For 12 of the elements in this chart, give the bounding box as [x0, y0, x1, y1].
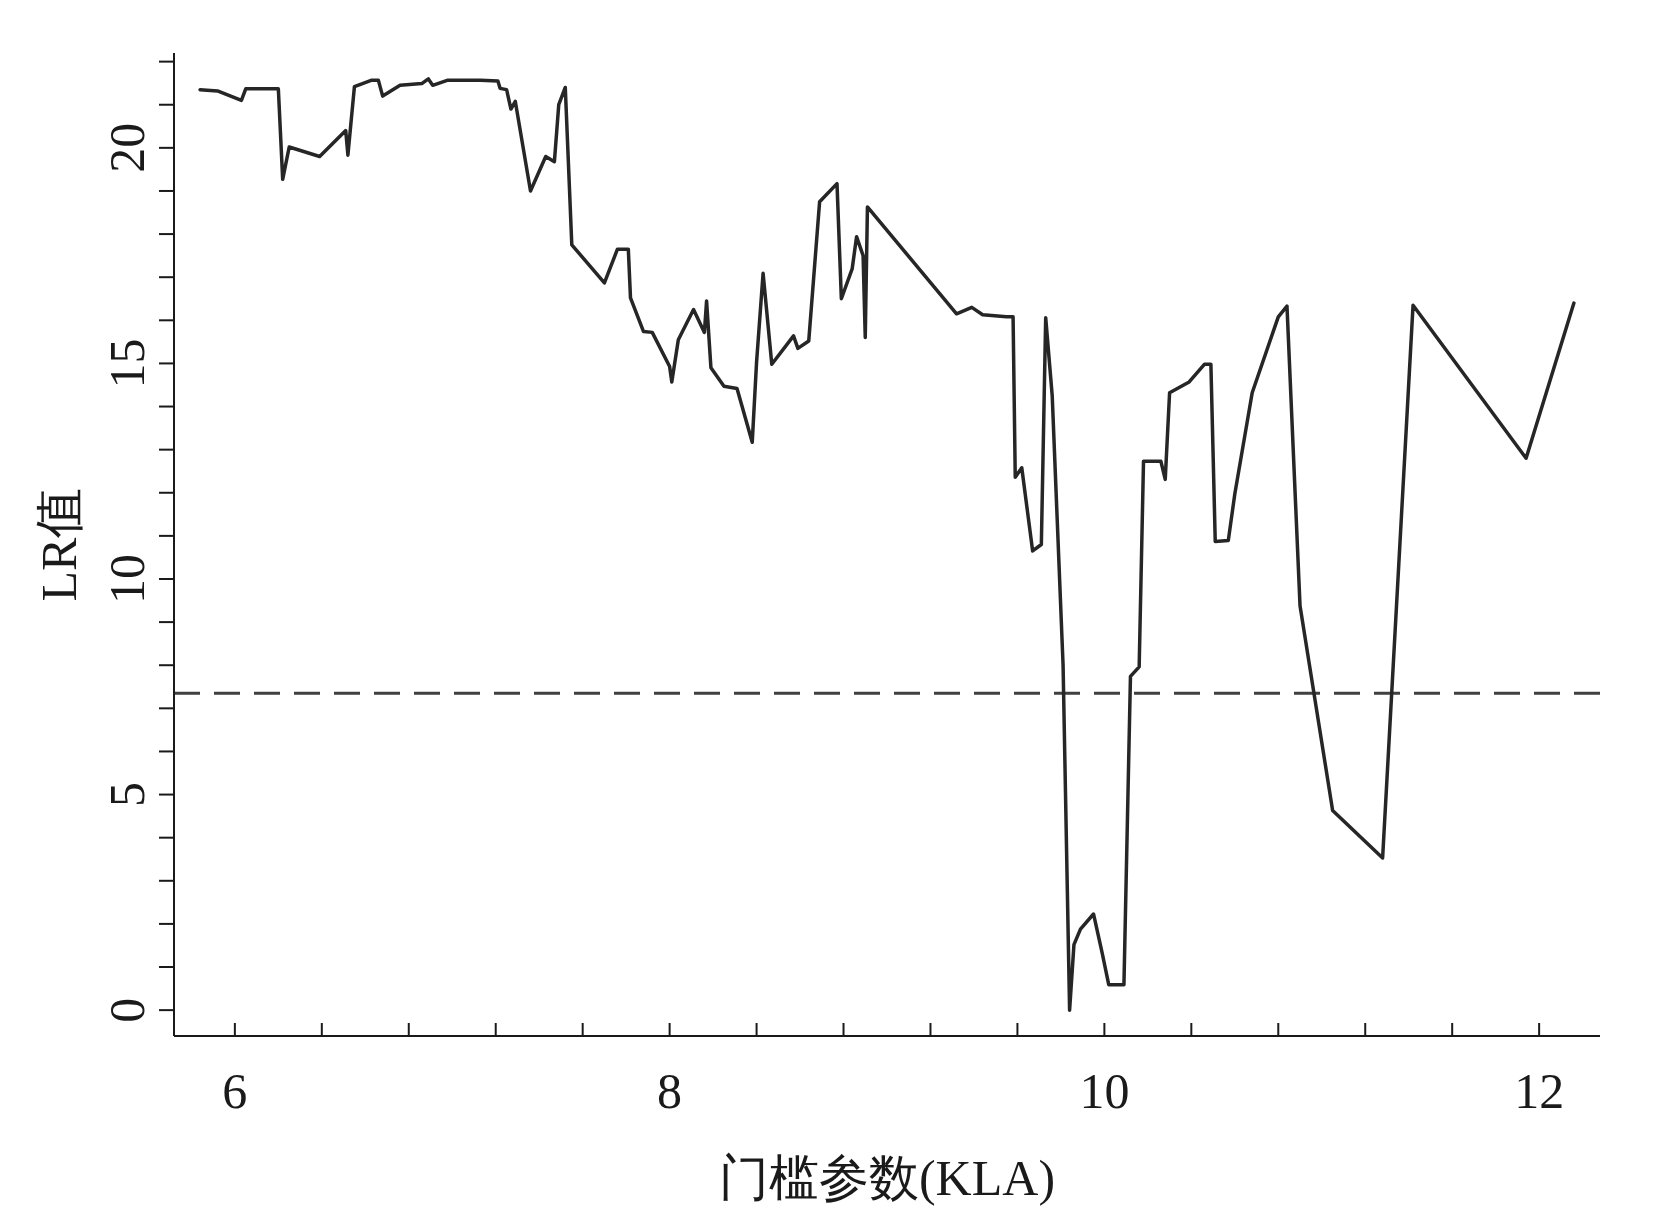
- x-tick-label: 8: [657, 1063, 683, 1119]
- y-tick-label: 15: [99, 338, 155, 389]
- line-series: [198, 77, 1576, 1012]
- y-tick-label: 20: [99, 122, 155, 173]
- y-tick-label: 10: [99, 553, 155, 604]
- x-axis-title: 门槛参数(KLA): [718, 1150, 1056, 1206]
- y-axis-title: LR值: [31, 487, 87, 602]
- x-tick-label: 10: [1079, 1063, 1130, 1119]
- x-tick-label: 6: [222, 1063, 248, 1119]
- y-tick-label: 0: [99, 997, 155, 1023]
- y-tick-label: 5: [99, 782, 155, 808]
- x-tick-label: 12: [1514, 1063, 1565, 1119]
